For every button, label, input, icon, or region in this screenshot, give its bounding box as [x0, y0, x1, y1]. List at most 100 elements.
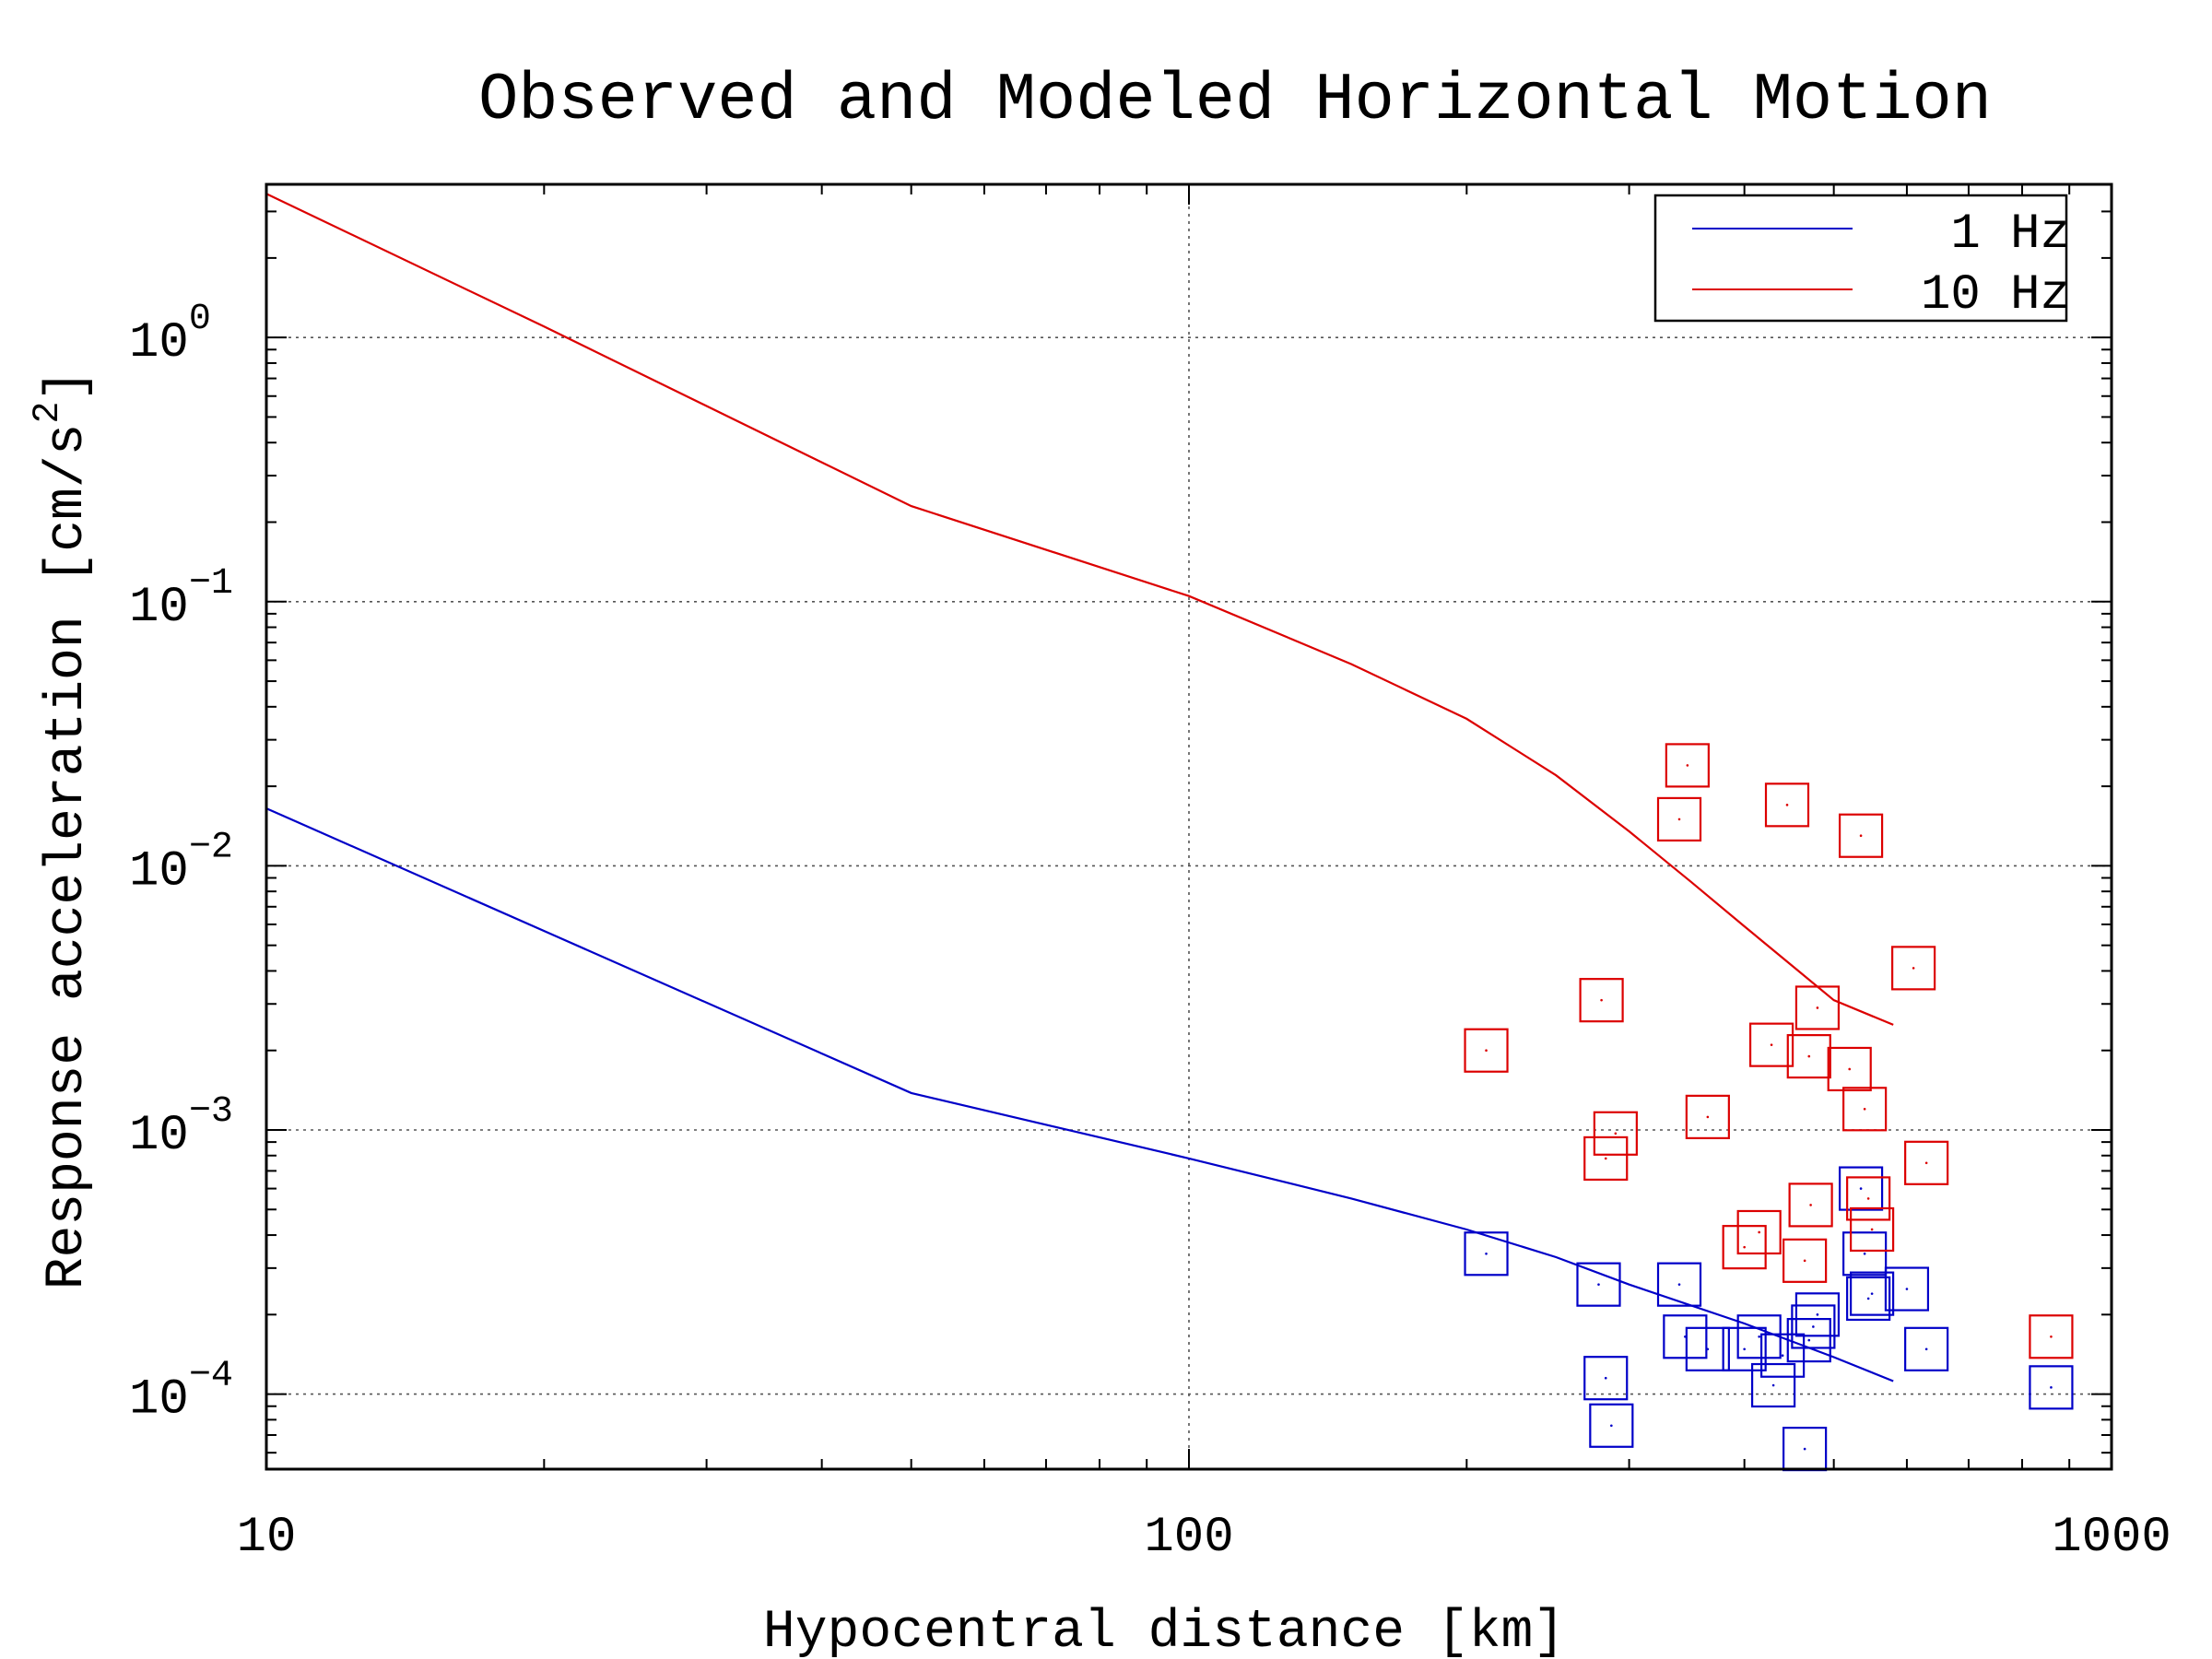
- observed-marker-1hz: [1846, 1276, 1891, 1322]
- observed-marker-10hz: [1827, 1046, 1872, 1092]
- x-tick-label: 100: [1144, 1510, 1233, 1566]
- y-axis-label-text: Response acceleration [cm/s: [38, 424, 98, 1290]
- observed-marker-dot-1hz: [1812, 1325, 1815, 1328]
- observed-marker-1hz: [1751, 1362, 1796, 1408]
- observed-marker-dot-1hz: [1781, 1354, 1784, 1358]
- observed-marker-dot-10hz: [1809, 1204, 1812, 1206]
- legend-label-10hz: 10 Hz: [1921, 267, 2070, 324]
- observed-marker-1hz: [1576, 1262, 1621, 1307]
- observed-marker-1hz: [1884, 1266, 1930, 1312]
- observed-marker-1hz: [1589, 1403, 1634, 1448]
- x-tick-labels: 10 100 1000: [237, 1510, 2171, 1566]
- observed-marker-dot-1hz: [1597, 1283, 1600, 1286]
- observed-marker-10hz: [1464, 1028, 1509, 1073]
- observed-marker-dot-10hz: [1912, 967, 1915, 970]
- observed-marker-dot-10hz: [1924, 1161, 1928, 1165]
- observed-marker-10hz: [1764, 782, 1810, 828]
- observed-marker-dot-10hz: [1807, 1054, 1811, 1058]
- observed-marker-dot-1hz: [1870, 1292, 1874, 1295]
- observed-marker-10hz: [1786, 1034, 1831, 1079]
- observed-marker-dot-1hz: [1905, 1288, 1909, 1290]
- model-lines: [265, 193, 1894, 1382]
- observed-marker-dot-10hz: [1848, 1067, 1852, 1071]
- observed-marker-dot-1hz: [1816, 1313, 1819, 1316]
- observed-marker-dot-10hz: [1743, 1245, 1746, 1249]
- y-tick-label: 10−1: [129, 563, 233, 636]
- observed-markers: [1464, 743, 2074, 1472]
- grid: [266, 184, 2112, 1469]
- observed-marker-10hz: [1748, 1022, 1794, 1067]
- observed-marker-dot-1hz: [1677, 1283, 1681, 1286]
- observed-marker-10hz: [1722, 1225, 1767, 1270]
- observed-marker-1hz: [1794, 1292, 1841, 1337]
- legend-label-1hz: 1 Hz: [1950, 206, 2070, 263]
- y-tick-label: 10−2: [129, 827, 233, 900]
- observed-marker-dot-1hz: [1859, 1187, 1863, 1190]
- observed-marker-dot-10hz: [1785, 804, 1789, 806]
- observed-marker-dot-10hz: [1758, 1230, 1760, 1234]
- legend: 1 Hz 10 Hz: [1653, 194, 2070, 324]
- x-tick-label: 1000: [2052, 1510, 2171, 1566]
- observed-marker-dot-10hz: [1686, 764, 1689, 767]
- observed-marker-1hz: [1850, 1271, 1895, 1316]
- observed-marker-dot-1hz: [1866, 1297, 1870, 1300]
- model-line-10hz: [265, 193, 1894, 1026]
- observed-marker-10hz: [1685, 1094, 1730, 1139]
- y-tick-label: 10−3: [129, 1091, 233, 1164]
- observed-marker-10hz: [1665, 743, 1710, 788]
- observed-marker-dot-1hz: [1771, 1383, 1775, 1387]
- observed-marker-dot-1hz: [1485, 1252, 1488, 1255]
- observed-marker-10hz: [1846, 1176, 1891, 1221]
- observed-marker-10hz: [1593, 1111, 1638, 1156]
- observed-marker-10hz: [1583, 1135, 1629, 1182]
- observed-marker-dot-10hz: [1604, 1157, 1607, 1160]
- observed-marker-10hz: [1736, 1209, 1782, 1255]
- observed-marker-dot-1hz: [1807, 1338, 1811, 1342]
- observed-marker-dot-1hz: [1863, 1252, 1866, 1255]
- observed-marker-1hz: [1736, 1314, 1782, 1359]
- observed-marker-10hz: [1794, 985, 1841, 1030]
- x-tick-label: 10: [237, 1510, 297, 1566]
- observed-marker-10hz: [1904, 1140, 1949, 1185]
- observed-marker-dot-10hz: [1866, 1197, 1870, 1200]
- observed-marker-dot-1hz: [1610, 1424, 1613, 1428]
- observed-marker-1hz: [1685, 1326, 1730, 1371]
- observed-marker-1hz: [1759, 1333, 1806, 1378]
- observed-marker-dot-10hz: [1677, 818, 1681, 821]
- observed-marker-1hz: [1656, 1262, 1702, 1307]
- observed-marker-dot-10hz: [1863, 1108, 1866, 1111]
- observed-marker-10hz: [2029, 1314, 2074, 1359]
- observed-marker-1hz: [1464, 1231, 1509, 1277]
- observed-marker-10hz: [1838, 813, 1884, 858]
- x-axis-label: Hypocentral distance [km]: [763, 1603, 1565, 1659]
- observed-marker-10hz: [1656, 796, 1702, 842]
- observed-marker-1hz: [1786, 1318, 1831, 1363]
- observed-marker-dot-1hz: [1803, 1447, 1806, 1451]
- observed-marker-dot-10hz: [1816, 1006, 1819, 1009]
- observed-marker-dot-10hz: [1485, 1049, 1488, 1053]
- observed-marker-dot-10hz: [1614, 1132, 1618, 1135]
- observed-marker-1hz: [2029, 1365, 2074, 1410]
- observed-marker-10hz: [1579, 978, 1624, 1023]
- observed-marker-1hz: [1583, 1356, 1629, 1401]
- observed-marker-dot-10hz: [1870, 1228, 1874, 1231]
- model-line-1hz: [265, 807, 1894, 1382]
- axis-ticks: [265, 184, 2112, 1469]
- y-tick-label: 100: [129, 299, 211, 371]
- y-tick-label: 10−4: [129, 1356, 233, 1429]
- y-tick-labels: 100 10−1 10−2 10−3 10−4: [129, 299, 233, 1428]
- observed-marker-1hz: [1722, 1326, 1767, 1371]
- observed-marker-dot-10hz: [1859, 834, 1863, 838]
- observed-marker-10hz: [1891, 946, 1936, 991]
- observed-marker-dot-10hz: [1600, 998, 1603, 1002]
- observed-marker-10hz: [1850, 1206, 1895, 1253]
- observed-marker-dot-1hz: [2050, 1386, 2053, 1389]
- plot-frame: [265, 182, 2113, 1471]
- observed-marker-1hz: [1842, 1231, 1888, 1277]
- observed-marker-dot-1hz: [1758, 1335, 1760, 1338]
- observed-marker-1hz: [1663, 1314, 1708, 1359]
- legend-box: [1653, 194, 2068, 323]
- observed-marker-dot-10hz: [1706, 1115, 1710, 1119]
- observed-marker-dot-10hz: [1770, 1043, 1773, 1046]
